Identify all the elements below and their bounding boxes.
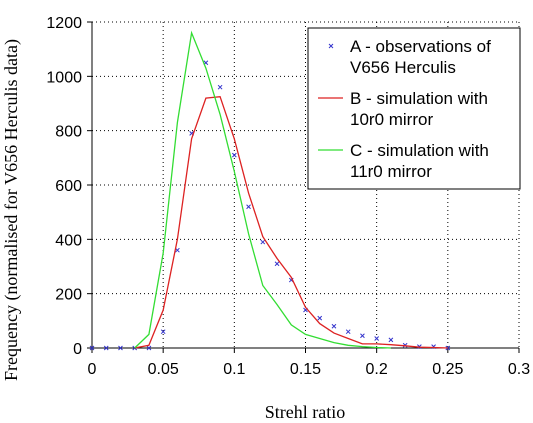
- x-tick-label: 0.2: [366, 361, 388, 378]
- x-tick-label: 0.1: [223, 361, 245, 378]
- data-point: [388, 337, 394, 343]
- data-point: [360, 333, 365, 339]
- y-tick-label: 400: [55, 232, 82, 249]
- marker-stroke: [103, 345, 109, 351]
- marker-stroke: [331, 323, 337, 329]
- y-tick-label: 1200: [46, 15, 82, 32]
- data-point: [118, 345, 123, 351]
- y-tick-label: 0: [73, 341, 82, 358]
- marker-stroke: [274, 261, 280, 267]
- data-point: [345, 329, 351, 335]
- marker-stroke: [146, 345, 152, 351]
- legend-label: 10r0 mirror: [350, 110, 433, 129]
- x-tick-label: 0.3: [508, 361, 530, 378]
- series-layer: [89, 30, 451, 351]
- marker-stroke: [189, 131, 194, 136]
- data-point: [260, 239, 266, 245]
- marker-stroke: [175, 247, 180, 253]
- series-c: [134, 30, 391, 349]
- y-tick-label: 1000: [46, 69, 82, 86]
- legend-label: C - simulation with: [350, 141, 489, 160]
- x-axis-title: Strehl ratio: [265, 402, 345, 422]
- legend-item-b: B - simulation with 10r0 mirror: [318, 89, 488, 129]
- legend-item-a: A - observations of V656 Herculis: [328, 37, 491, 77]
- data-point: [103, 345, 109, 351]
- series-b: [134, 96, 448, 349]
- x-tick-label: 0.25: [432, 361, 463, 378]
- data-point: [374, 336, 380, 341]
- x-tick-labels: 0 0.05 0.1 0.15 0.2 0.25 0.3: [88, 361, 531, 378]
- marker-stroke: [445, 345, 451, 351]
- data-point: [246, 204, 251, 210]
- marker-stroke: [118, 345, 123, 351]
- legend-label: V656 Herculis: [350, 58, 456, 77]
- y-tick-label: 800: [55, 124, 82, 141]
- series-line: [134, 96, 448, 349]
- y-tick-labels: 0 200 400 600 800 1000 1200: [46, 15, 82, 358]
- data-point: [160, 329, 166, 335]
- series-line: [134, 30, 391, 349]
- y-axis-title: Frequency (normalised for V656 Herculis …: [1, 39, 22, 381]
- marker-stroke: [160, 329, 166, 335]
- legend-item-c: C - simulation with 11r0 mirror: [318, 141, 489, 181]
- marker-stroke: [374, 336, 380, 341]
- x-tick-label: 0: [88, 361, 97, 378]
- data-point: [231, 152, 237, 158]
- marker-stroke: [246, 204, 251, 210]
- data-point: [331, 323, 337, 329]
- data-point: [217, 84, 223, 90]
- data-point: [89, 345, 95, 351]
- marker-stroke: [388, 337, 394, 343]
- legend-label: B - simulation with: [350, 89, 488, 108]
- legend-swatch: [328, 43, 334, 49]
- y-tick-label: 200: [55, 287, 82, 304]
- legend-label: 11r0 mirror: [350, 162, 432, 181]
- legend-box: [307, 27, 521, 190]
- series-a: [89, 60, 451, 351]
- marker-stroke: [231, 152, 237, 158]
- data-point: [317, 315, 323, 321]
- legend: A - observations of V656 Herculis B - simu…: [307, 27, 521, 190]
- marker-stroke: [89, 345, 95, 351]
- y-tick-label: 600: [55, 178, 82, 195]
- data-point: [146, 345, 152, 351]
- x-tick-label: 0.15: [290, 361, 321, 378]
- marker-stroke: [260, 239, 266, 245]
- legend-label: A - observations of: [350, 37, 491, 56]
- x-tick-label: 0.05: [148, 361, 179, 378]
- marker-stroke: [317, 315, 323, 321]
- data-point: [445, 345, 451, 351]
- data-point: [274, 261, 280, 267]
- marker-stroke: [345, 329, 351, 335]
- marker-stroke: [217, 84, 223, 90]
- marker-stroke: [360, 333, 365, 339]
